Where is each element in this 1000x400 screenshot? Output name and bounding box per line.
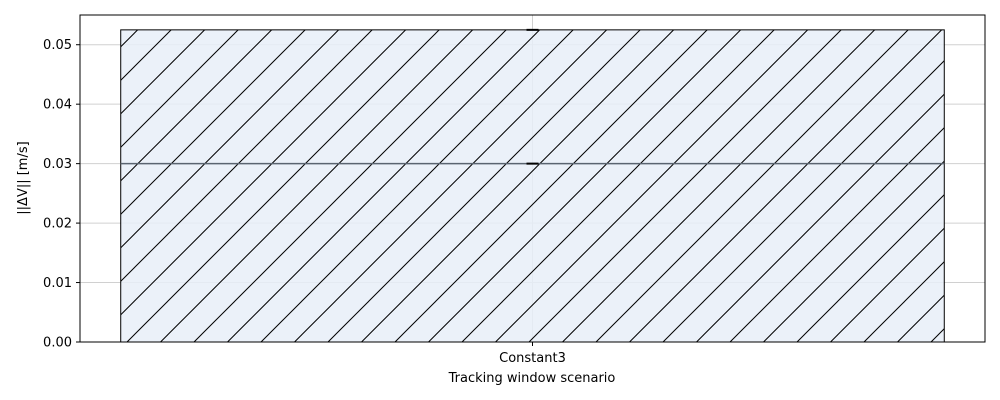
x-axis-label: Tracking window scenario (448, 371, 616, 386)
y-axis-label: ||ΔV|| [m/s] (16, 141, 31, 214)
y-tick-label: 0.05 (43, 38, 72, 53)
x-axis-ticks: Constant3 (499, 342, 566, 366)
y-tick-label: 0.04 (43, 98, 72, 113)
error-bars (526, 28, 539, 165)
y-tick-label: 0.01 (43, 276, 72, 291)
y-tick-label: 0.03 (43, 157, 72, 172)
bar-hatch (120, 29, 945, 342)
bars (120, 29, 945, 342)
y-tick-label: 0.00 (43, 336, 72, 351)
x-tick-label: Constant3 (499, 351, 566, 366)
y-axis-ticks: 0.00 0.01 0.02 0.03 0.04 0.05 (43, 38, 80, 351)
y-tick-label: 0.02 (43, 217, 72, 232)
